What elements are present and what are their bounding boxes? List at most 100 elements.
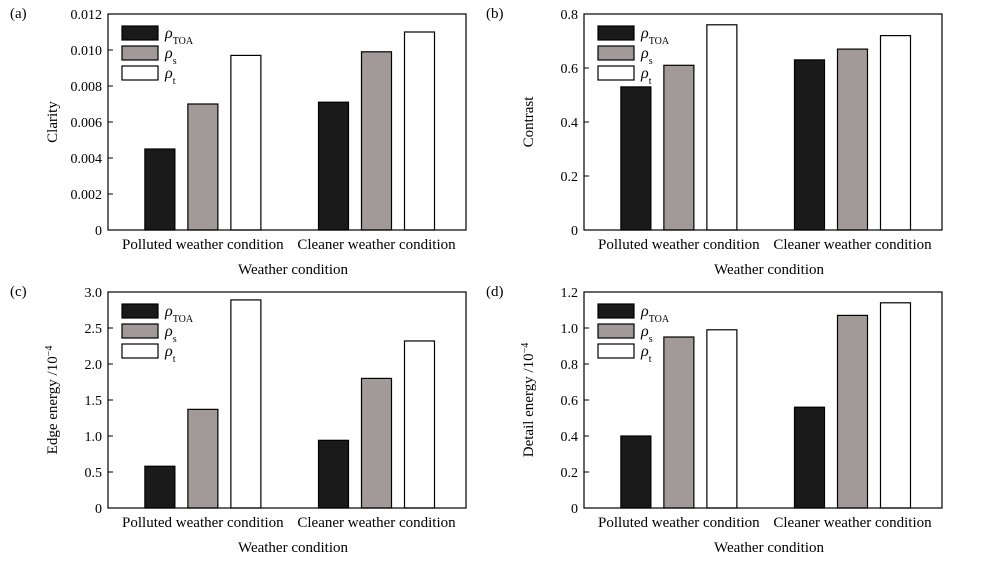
bar-toa-cleaner	[317, 101, 350, 231]
y-tick-label: 0.2	[561, 170, 579, 185]
panel-d-detail-energy: (d) Polluted weather condition Cleaner wea…	[476, 278, 976, 558]
y-axis-label: Detail energy /10−4	[520, 343, 538, 458]
legend-swatch-t	[121, 343, 159, 359]
y-tick-label: 0.004	[71, 152, 103, 167]
legend-label-s: ρs	[640, 323, 653, 345]
legend-label-t: ρt	[164, 65, 176, 87]
y-tick-label: 0.8	[561, 8, 579, 23]
y-tick-label: 2.0	[85, 358, 103, 373]
bar-t-cleaner	[879, 34, 912, 231]
legend-swatch-s	[597, 323, 635, 339]
y-tick-label: 1.0	[85, 430, 103, 445]
x-category-label: Polluted weather condition	[122, 237, 284, 253]
y-tick-label: 0	[571, 502, 578, 517]
legend-swatch-s	[121, 45, 159, 61]
y-tick-label: 0.5	[85, 466, 103, 481]
bar-s-polluted	[187, 408, 219, 509]
legend-label-s: ρs	[640, 45, 653, 67]
x-axis-label: Weather condition	[238, 262, 349, 278]
bar-s-cleaner	[360, 51, 393, 231]
y-axis-label: Edge energy /10−4	[44, 346, 62, 455]
bar-toa-cleaner	[317, 439, 350, 509]
legend-swatch-s	[121, 323, 159, 339]
y-tick-label: 1.0	[561, 322, 579, 337]
y-tick-label: 0.010	[71, 44, 103, 59]
x-category-label: Cleaner weather condition	[297, 237, 456, 253]
chart-a-svg: (a) Polluted weather condition Cleaner wea…	[10, 6, 467, 278]
bar-toa-polluted	[144, 148, 176, 231]
legend-swatch-toa	[597, 25, 635, 41]
y-tick-label: 0	[95, 502, 102, 517]
bar-t-polluted	[706, 329, 738, 509]
legend-swatch-toa	[597, 303, 635, 319]
chart-c-svg: (c) Polluted weather condition Cleaner wea…	[10, 284, 467, 556]
legend-label-t: ρt	[164, 343, 176, 365]
y-axis-label: Clarity	[45, 101, 61, 143]
legend-label-toa: ρTOA	[640, 25, 670, 47]
legend-swatch-s	[597, 45, 635, 61]
y-tick-label: 0.6	[561, 394, 579, 409]
y-tick-label: 0.008	[71, 80, 103, 95]
bar-toa-polluted	[620, 435, 652, 509]
y-tick-label: 0.8	[561, 358, 579, 373]
chart-b-svg: (b) Polluted weather condition Cleaner wea…	[486, 6, 943, 278]
x-category-label: Cleaner weather condition	[773, 237, 932, 253]
bar-t-cleaner	[403, 340, 436, 509]
bar-s-cleaner	[836, 48, 869, 231]
x-category-label: Cleaner weather condition	[773, 515, 932, 531]
x-category-label: Polluted weather condition	[122, 515, 284, 531]
bar-t-polluted	[230, 299, 262, 509]
bar-s-polluted	[187, 103, 219, 231]
y-tick-label: 0.002	[71, 188, 103, 203]
panel-a-clarity: (a) Polluted weather condition Cleaner wea…	[0, 0, 500, 280]
legend-swatch-t	[597, 65, 635, 81]
bar-s-cleaner	[836, 314, 869, 509]
legend-label-toa: ρTOA	[164, 25, 194, 47]
y-tick-label: 0.006	[71, 116, 103, 131]
bar-t-polluted	[230, 54, 262, 231]
bar-toa-cleaner	[793, 59, 826, 231]
panel-label: (c)	[10, 284, 27, 300]
bar-toa-cleaner	[793, 406, 826, 509]
x-category-label: Polluted weather condition	[598, 515, 760, 531]
legend-label-toa: ρTOA	[640, 303, 670, 325]
legend-label-s: ρs	[164, 323, 177, 345]
y-tick-label: 3.0	[85, 286, 103, 301]
chart-d-svg: (d) Polluted weather condition Cleaner wea…	[486, 284, 943, 556]
panel-label: (d)	[486, 284, 504, 300]
panel-label: (a)	[10, 6, 27, 22]
legend-swatch-toa	[121, 303, 159, 319]
x-axis-label: Weather condition	[714, 540, 825, 556]
legend-label-s: ρs	[164, 45, 177, 67]
bar-t-cleaner	[403, 31, 436, 231]
y-tick-label: 1.2	[561, 286, 579, 301]
y-tick-label: 0.4	[561, 430, 579, 445]
x-axis-label: Weather condition	[238, 540, 349, 556]
legend-swatch-toa	[121, 25, 159, 41]
panel-label: (b)	[486, 6, 504, 22]
x-category-label: Cleaner weather condition	[297, 515, 456, 531]
y-tick-label: 0.2	[561, 466, 579, 481]
y-tick-label: 0.6	[561, 62, 579, 77]
bar-t-cleaner	[879, 302, 912, 509]
y-tick-label: 0	[571, 224, 578, 239]
bar-s-polluted	[663, 64, 695, 231]
y-tick-label: 0	[95, 224, 102, 239]
bar-toa-polluted	[620, 86, 652, 231]
panel-c-edge-energy: (c) Polluted weather condition Cleaner wea…	[0, 278, 500, 558]
y-tick-label: 2.5	[85, 322, 103, 337]
panel-b-contrast: (b) Polluted weather condition Cleaner wea…	[476, 0, 976, 280]
legend-label-toa: ρTOA	[164, 303, 194, 325]
y-tick-label: 1.5	[85, 394, 103, 409]
legend-label-t: ρt	[640, 65, 652, 87]
bar-s-cleaner	[360, 377, 393, 509]
legend-swatch-t	[597, 343, 635, 359]
y-tick-label: 0.012	[71, 8, 103, 23]
bar-toa-polluted	[144, 465, 176, 509]
bar-s-polluted	[663, 336, 695, 509]
x-axis-label: Weather condition	[714, 262, 825, 278]
y-axis-label: Contrast	[521, 96, 537, 148]
legend-swatch-t	[121, 65, 159, 81]
legend-label-t: ρt	[640, 343, 652, 365]
